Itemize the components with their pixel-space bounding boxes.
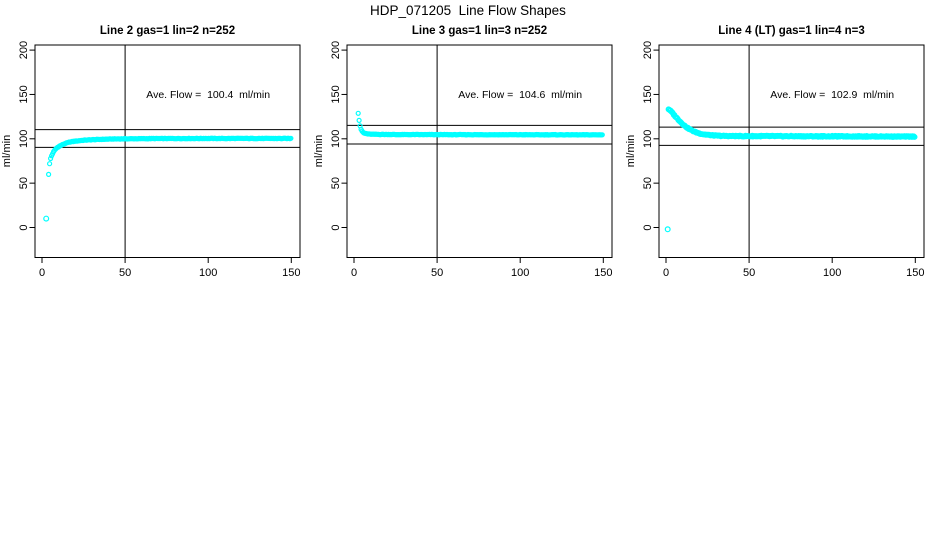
- x-tick-label: 50: [119, 267, 131, 279]
- x-tick-label: 0: [39, 267, 45, 279]
- y-tick-label: 100: [18, 130, 30, 148]
- data-points: [43, 135, 294, 222]
- y-tick-label: 100: [330, 130, 342, 148]
- x-tick-label: 50: [431, 267, 443, 279]
- chart-line-4: 0 50 100 150 0 50 100 150 200 ml/min Line 4 (LT) g…: [625, 25, 925, 279]
- data-points: [355, 110, 605, 138]
- panel-title: Line 2 gas=1 lin=2 n=252: [100, 25, 235, 37]
- chart-line-3: 0 50 100 150 0 50 100 150 200 ml/min Line 3 gas=1 …: [313, 25, 613, 279]
- panel-title: Line 3 gas=1 lin=3 n=252: [412, 25, 547, 37]
- panel-title: Line 4 (LT) gas=1 lin=4 n=3: [718, 25, 864, 37]
- ave-flow-annotation: Ave. Flow = 100.4 ml/min: [146, 89, 270, 101]
- y-tick-label: 150: [18, 85, 30, 103]
- chart-line-2: 0 50 100 150 0 50 100 150 200 ml/min Line 2 gas=1 …: [1, 25, 301, 279]
- x-tick-label: 100: [199, 267, 217, 279]
- panel-row: 0 50 100 150 0 50 100 150 200 ml/min Line 2 gas=1 …: [0, 0, 936, 300]
- y-tick-label: 150: [330, 85, 342, 103]
- x-tick-label: 0: [351, 267, 357, 279]
- y-tick-label: 0: [330, 224, 342, 230]
- y-tick-label: 200: [642, 41, 654, 59]
- panel-line-2: 0 50 100 150 0 50 100 150 200 ml/min Line 2 gas=1 …: [0, 0, 312, 300]
- plot-box: [658, 44, 925, 258]
- x-tick-label: 50: [743, 267, 755, 279]
- panel-line-3: 0 50 100 150 0 50 100 150 200 ml/min Line 3 gas=1 …: [312, 0, 624, 300]
- x-tick-label: 150: [906, 267, 924, 279]
- x-tick-label: 150: [594, 267, 612, 279]
- y-tick-label: 50: [642, 177, 654, 189]
- x-tick-label: 100: [511, 267, 529, 279]
- x-tick-label: 0: [663, 267, 669, 279]
- plot-box: [346, 44, 613, 258]
- y-tick-label: 50: [330, 177, 342, 189]
- y-tick-label: 50: [18, 177, 30, 189]
- ave-flow-annotation: Ave. Flow = 104.6 ml/min: [458, 89, 582, 101]
- y-tick-label: 0: [642, 224, 654, 230]
- y-tick-label: 200: [18, 41, 30, 59]
- plot-box: [34, 44, 301, 258]
- y-tick-label: 100: [642, 130, 654, 148]
- y-tick-label: 150: [642, 85, 654, 103]
- x-tick-label: 100: [823, 267, 841, 279]
- ave-flow-annotation: Ave. Flow = 102.9 ml/min: [770, 89, 894, 101]
- y-tick-label: 0: [18, 224, 30, 230]
- y-axis-label: ml/min: [313, 135, 325, 167]
- y-axis-label: ml/min: [1, 135, 13, 167]
- y-tick-label: 200: [330, 41, 342, 59]
- x-tick-label: 150: [282, 267, 300, 279]
- data-points: [664, 106, 918, 233]
- figure-title: HDP_071205 Line Flow Shapes: [370, 3, 566, 18]
- panel-line-4: 0 50 100 150 0 50 100 150 200 ml/min Line 4 (LT) g…: [624, 0, 936, 300]
- y-axis-label: ml/min: [625, 135, 637, 167]
